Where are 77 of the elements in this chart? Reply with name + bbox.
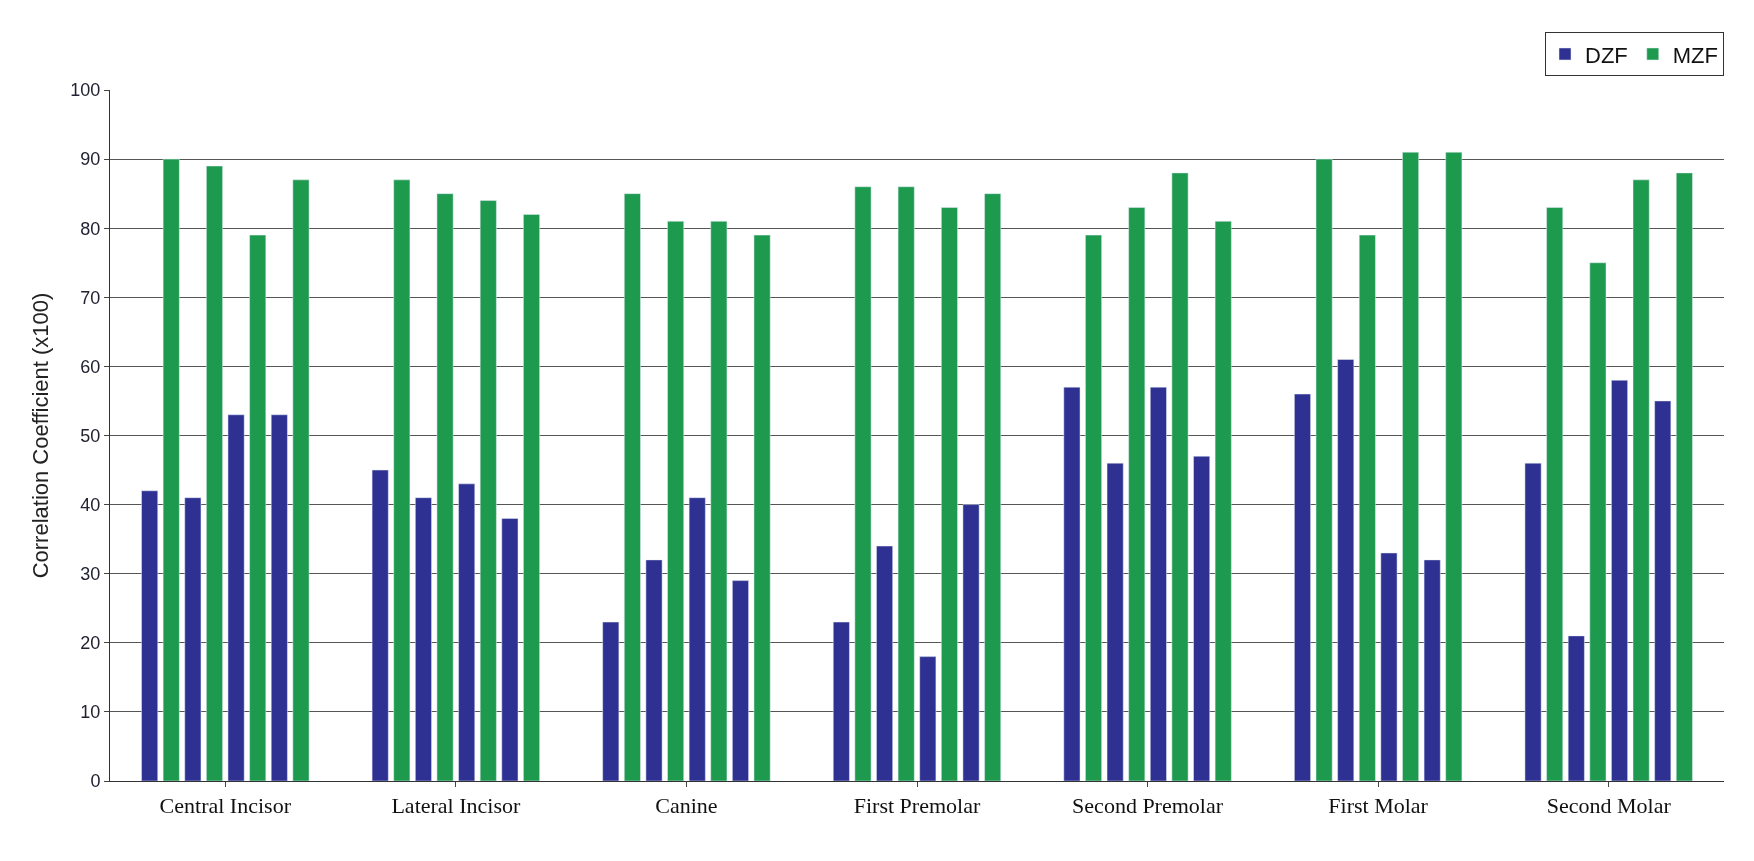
y-tick-label: 60 bbox=[80, 356, 101, 377]
bar bbox=[1358, 234, 1376, 781]
bar bbox=[1150, 386, 1167, 781]
bar bbox=[941, 207, 958, 781]
bar bbox=[1085, 234, 1102, 781]
bar bbox=[1589, 262, 1607, 781]
bar bbox=[1315, 158, 1333, 781]
bar bbox=[919, 656, 937, 781]
bar bbox=[876, 545, 893, 781]
bar bbox=[162, 158, 180, 781]
bar bbox=[1423, 559, 1441, 781]
bar bbox=[753, 234, 771, 781]
bar bbox=[1128, 207, 1146, 781]
x-tick-label: Canine bbox=[655, 793, 718, 819]
bar bbox=[1380, 552, 1398, 781]
bar bbox=[206, 165, 223, 781]
bar bbox=[141, 490, 158, 781]
bar bbox=[479, 200, 497, 781]
bar bbox=[523, 214, 540, 781]
bar bbox=[688, 497, 706, 781]
bar bbox=[710, 221, 728, 781]
bar bbox=[1294, 393, 1311, 781]
bar bbox=[1654, 400, 1672, 781]
bar bbox=[1171, 172, 1189, 781]
y-tick-label: 80 bbox=[80, 218, 101, 239]
y-tick-label: 30 bbox=[80, 564, 101, 584]
bar bbox=[292, 179, 310, 781]
bar bbox=[1445, 151, 1463, 781]
y-tick-label: 0 bbox=[90, 771, 101, 792]
y-tick-label: 90 bbox=[80, 149, 101, 170]
bar bbox=[249, 234, 267, 781]
bar bbox=[501, 518, 519, 781]
bar bbox=[1063, 386, 1081, 781]
bar bbox=[1106, 462, 1124, 781]
bar bbox=[897, 186, 915, 781]
y-tick-label: 20 bbox=[80, 633, 101, 654]
bar bbox=[227, 414, 245, 781]
bar bbox=[854, 186, 872, 781]
bar bbox=[624, 193, 641, 781]
bar bbox=[832, 621, 850, 781]
x-tick-label: Central Incisor bbox=[159, 793, 292, 819]
bar bbox=[415, 497, 432, 781]
x-tick-label: Lateral Incisor bbox=[391, 793, 521, 819]
bar bbox=[645, 559, 663, 781]
x-tick-label: First Molar bbox=[1328, 793, 1429, 819]
y-tick-label: 70 bbox=[80, 287, 101, 308]
bar bbox=[1193, 455, 1210, 781]
bar bbox=[1337, 359, 1355, 781]
bar bbox=[1676, 172, 1693, 781]
bar bbox=[1567, 635, 1585, 781]
y-tick-label: 10 bbox=[80, 702, 101, 723]
bar bbox=[602, 621, 620, 781]
bar bbox=[1524, 462, 1542, 781]
y-tick-label: 40 bbox=[80, 494, 101, 515]
bar bbox=[436, 193, 454, 781]
y-tick-label: 100 bbox=[70, 80, 101, 101]
bar bbox=[962, 504, 980, 781]
bar bbox=[371, 469, 389, 781]
bar bbox=[984, 193, 1002, 781]
bar bbox=[667, 221, 684, 781]
bar bbox=[732, 580, 749, 781]
bar bbox=[1611, 379, 1628, 781]
bar bbox=[393, 179, 411, 781]
bar bbox=[184, 497, 202, 781]
bar bbox=[1546, 207, 1564, 781]
bar bbox=[458, 483, 476, 781]
bar bbox=[1214, 221, 1232, 781]
legend-label: MZF bbox=[1672, 42, 1718, 68]
bar bbox=[1402, 151, 1419, 781]
x-tick-label: Second Molar bbox=[1546, 793, 1672, 819]
bar bbox=[1632, 179, 1650, 781]
bar bbox=[270, 414, 288, 781]
y-axis-title: Correlation Coefficient (x100) bbox=[28, 292, 54, 579]
x-tick-label: Second Premolar bbox=[1072, 793, 1224, 819]
legend-label: DZF bbox=[1585, 42, 1628, 68]
x-tick-label: First Premolar bbox=[853, 793, 981, 819]
y-tick-label: 50 bbox=[80, 425, 101, 446]
